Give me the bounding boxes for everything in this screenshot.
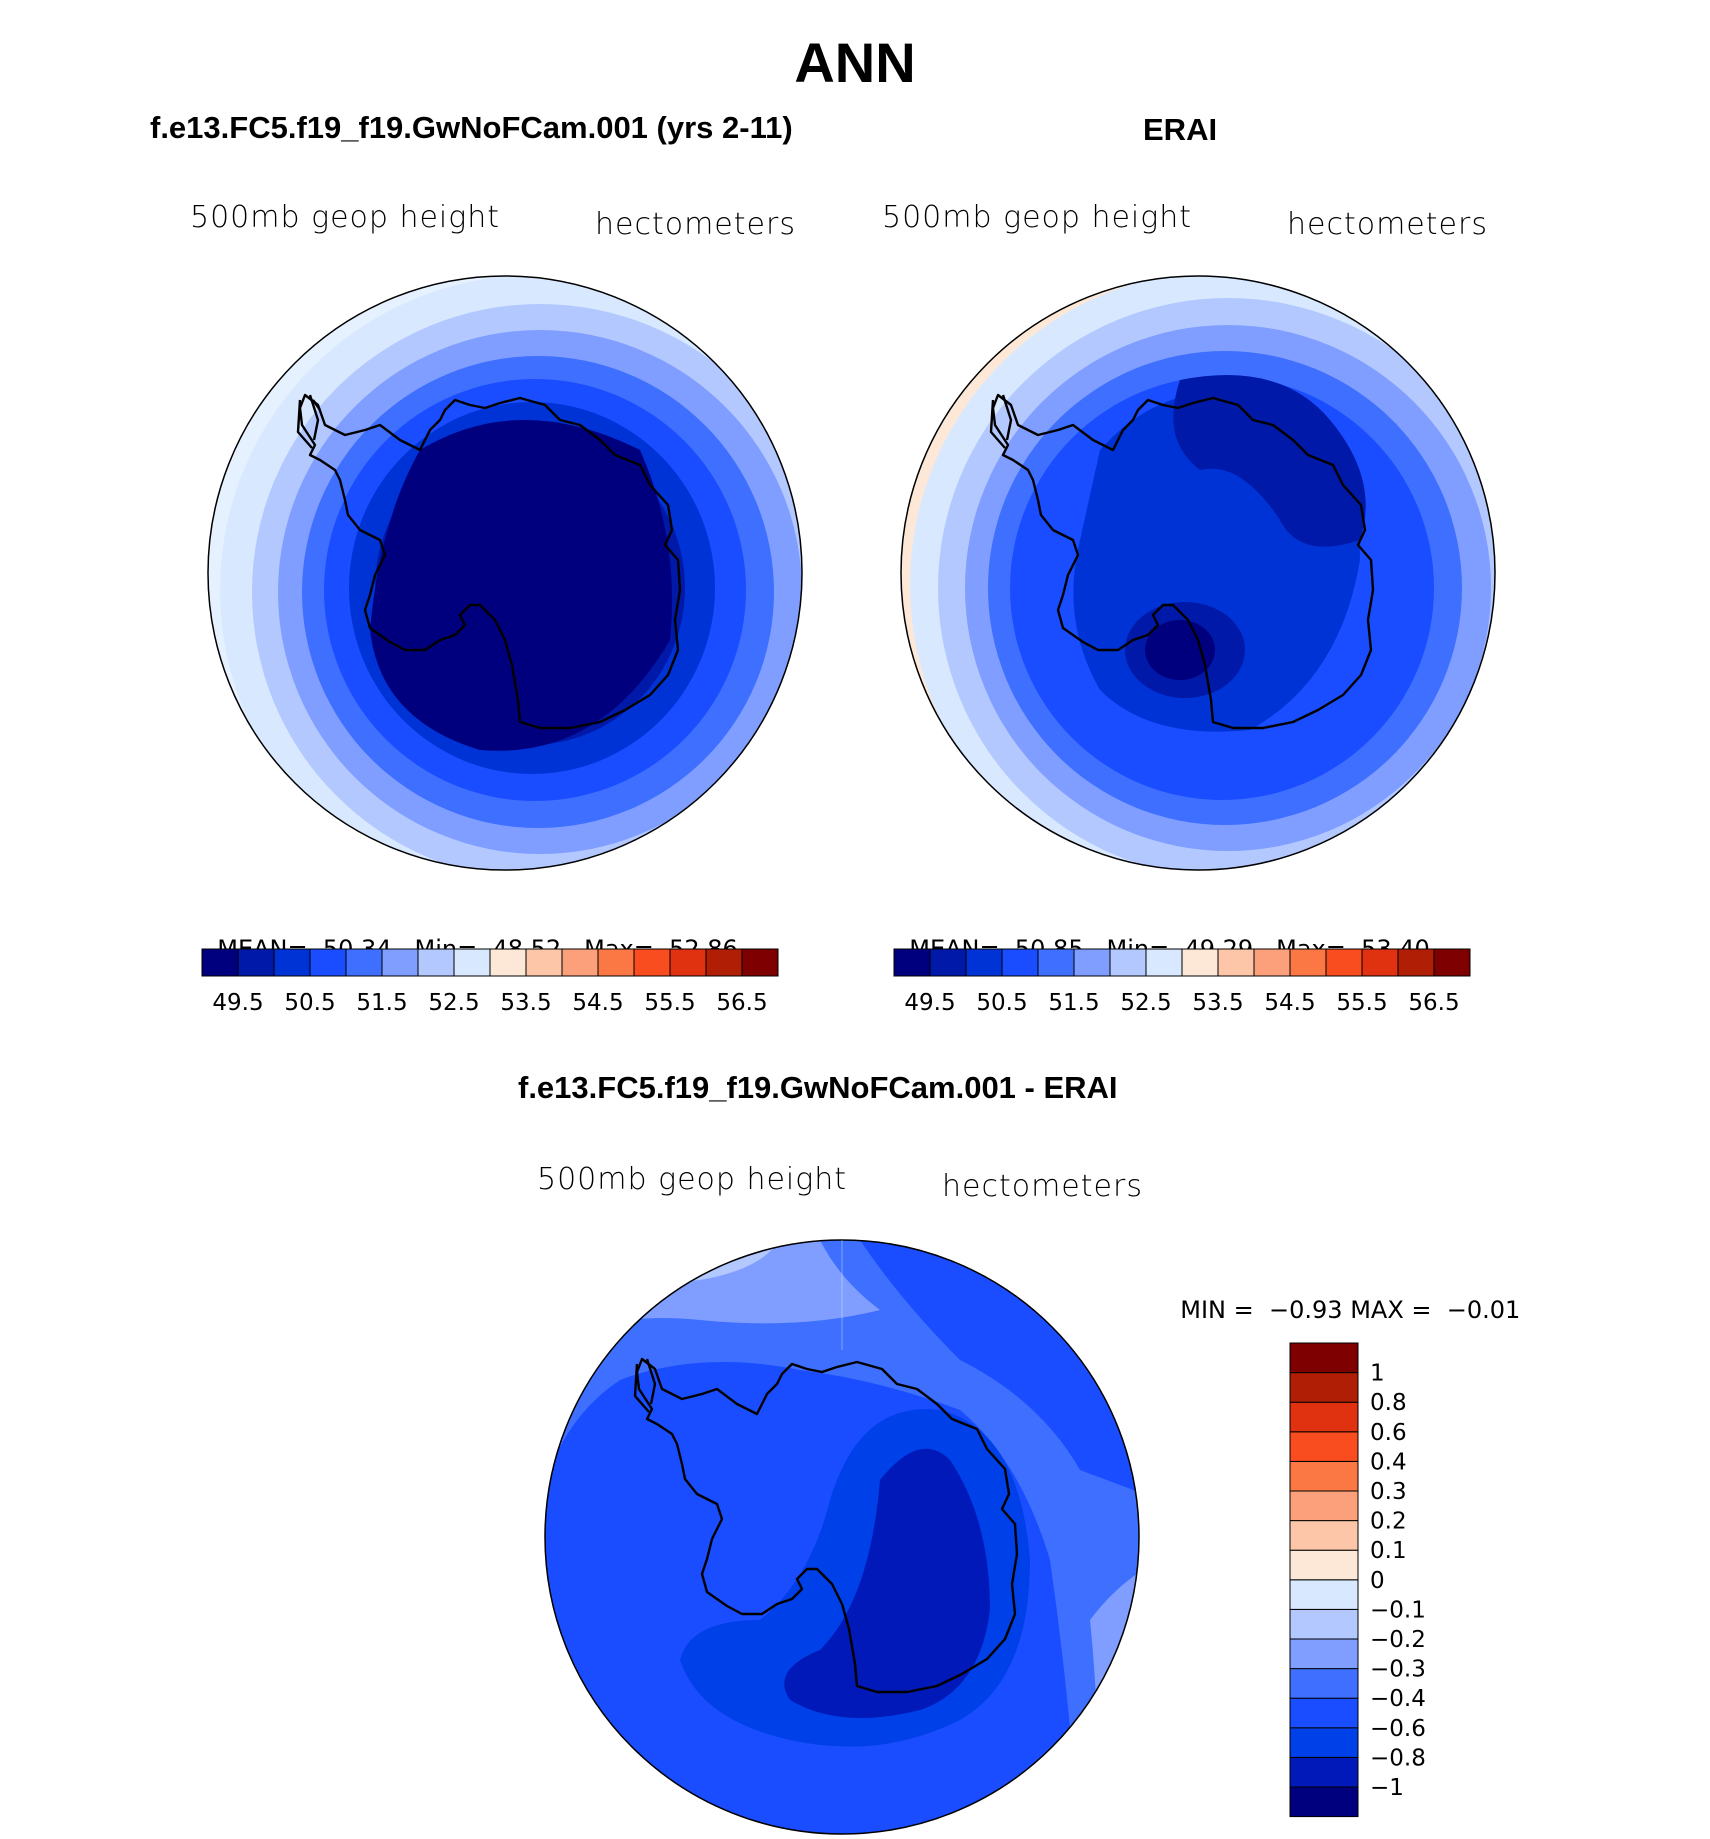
colorbar-obs: 49.5 50.5 51.5 52.5 53.5 54.5 55.5 56.5: [893, 948, 1471, 1016]
colorbar-obs-swatch-2: [965, 948, 1003, 977]
colorbar-model-tick-label: 49.5: [212, 990, 263, 1016]
colorbar-model-tick-label: 55.5: [644, 990, 695, 1016]
colorbar-obs-tick-label: 50.5: [976, 990, 1027, 1016]
colorbar-model-swatch-5: [381, 948, 419, 977]
colorbar-diff-tick-label: 0.3: [1370, 1479, 1407, 1505]
colorbar-model-swatch-2: [273, 948, 311, 977]
colorbar-diff-tick-label: 0: [1370, 1568, 1385, 1594]
colorbar-obs-swatch-6: [1109, 948, 1147, 977]
colorbar-diff-tick-label: 0.8: [1370, 1390, 1407, 1416]
colorbar-diff-swatch-1: [1289, 1756, 1359, 1788]
variable-label-diff: 500mb geop height: [537, 1162, 848, 1197]
colorbar-diff-tick-label: 0.2: [1370, 1509, 1407, 1535]
colorbar-model-swatch-3: [309, 948, 347, 977]
colorbar-diff-swatch-13: [1289, 1401, 1359, 1433]
colorbar-model-swatch-4: [345, 948, 383, 977]
colorbar-diff-swatch-5: [1289, 1638, 1359, 1670]
colorbar-diff-swatch-4: [1289, 1668, 1359, 1699]
colorbar-diff-swatch-0: [1289, 1786, 1359, 1818]
colorbar-obs-swatch-8: [1181, 948, 1219, 977]
colorbar-obs-tick-label: 51.5: [1048, 990, 1099, 1016]
colorbar-diff-tick-label: −0.6: [1370, 1716, 1426, 1742]
map-obs: [901, 276, 1495, 870]
colorbar-diff-tick-label: −0.1: [1370, 1597, 1426, 1623]
colorbar-model-swatch-12: [633, 948, 671, 977]
colorbar-diff-swatch-11: [1289, 1460, 1359, 1492]
colorbar-model-tick-label: 52.5: [428, 990, 479, 1016]
coastline-diff: [633, 1357, 1019, 1694]
colorbar-model-swatch-13: [669, 948, 707, 977]
variable-label-obs: 500mb geop height: [882, 200, 1193, 235]
units-label-obs: hectometers: [1287, 207, 1488, 242]
colorbar-diff-tick-label: −1: [1370, 1775, 1404, 1801]
colorbar-diff-swatch-3: [1289, 1697, 1359, 1729]
colorbar-model-tick-label: 51.5: [356, 990, 407, 1016]
colorbar-obs-swatch-14: [1397, 948, 1435, 977]
coastline-model: [296, 393, 682, 730]
colorbar-obs-tick-label: 55.5: [1336, 990, 1387, 1016]
panel-title-model: f.e13.FC5.f19_f19.GwNoFCam.001 (yrs 2-11…: [150, 110, 793, 145]
colorbar-model-swatch-14: [705, 948, 743, 977]
figure-title: ANN: [794, 31, 916, 94]
colorbar-model-swatch-7: [453, 948, 491, 977]
units-label-model: hectometers: [595, 207, 796, 242]
map-model: [208, 276, 802, 870]
colorbar-model-swatch-6: [417, 948, 455, 977]
stats-diff: MIN = −0.93 MAX = −0.01: [1180, 1296, 1521, 1324]
colorbar-diff-tick-label: −0.2: [1370, 1627, 1426, 1653]
colorbar-diff: −1 −0.8 −0.6 −0.4 −0.3 −0.2 −0.1 0 0.1 0.2 0.3 0.4 0…: [1289, 1342, 1426, 1818]
colorbar-diff-tick-label: 0.6: [1370, 1420, 1407, 1446]
colorbar-model-swatch-11: [597, 948, 635, 977]
colorbar-obs-swatch-13: [1361, 948, 1399, 977]
colorbar-diff-swatch-2: [1289, 1727, 1359, 1758]
colorbar-diff-swatch-15: [1289, 1342, 1359, 1374]
colorbar-diff-swatch-6: [1289, 1608, 1359, 1640]
colorbar-obs-tick-label: 49.5: [904, 990, 955, 1016]
colorbar-obs-swatch-7: [1145, 948, 1183, 977]
colorbar-diff-tick-label: −0.4: [1370, 1686, 1426, 1712]
colorbar-model-swatch-10: [561, 948, 599, 977]
colorbar-obs-swatch-1: [929, 948, 967, 977]
colorbar-diff-swatch-12: [1289, 1431, 1359, 1462]
colorbar-diff-tick-label: −0.3: [1370, 1657, 1426, 1683]
colorbar-obs-tick-label: 56.5: [1408, 990, 1459, 1016]
colorbar-diff-tick-label: 0.1: [1370, 1538, 1407, 1564]
colorbar-obs-swatch-11: [1289, 948, 1327, 977]
colorbar-obs-tick-label: 52.5: [1120, 990, 1171, 1016]
colorbar-obs-swatch-3: [1001, 948, 1039, 977]
panel-title-diff: f.e13.FC5.f19_f19.GwNoFCam.001 - ERAI: [518, 1070, 1118, 1105]
colorbar-model-swatch-15: [741, 948, 779, 977]
colorbar-diff-tick-label: 0.4: [1370, 1449, 1407, 1475]
colorbar-diff-swatch-8: [1289, 1549, 1359, 1581]
colorbar-model-swatch-9: [525, 948, 563, 977]
colorbar-obs-swatch-12: [1325, 948, 1363, 977]
colorbar-diff-tick-label: 1: [1370, 1361, 1385, 1387]
colorbar-obs-swatch-10: [1253, 948, 1291, 977]
colorbar-model: 49.5 50.5 51.5 52.5 53.5 54.5 55.5 56.5: [201, 948, 779, 1016]
colorbar-diff-swatch-9: [1289, 1520, 1359, 1551]
colorbar-diff-swatch-14: [1289, 1372, 1359, 1403]
colorbar-model-tick-label: 50.5: [284, 990, 335, 1016]
colorbar-obs-swatch-5: [1073, 948, 1111, 977]
colorbar-obs-tick-label: 53.5: [1192, 990, 1243, 1016]
colorbar-obs-swatch-4: [1037, 948, 1075, 977]
colorbar-obs-swatch-0: [893, 948, 931, 977]
colorbar-model-swatch-0: [201, 948, 239, 977]
colorbar-diff-tick-label: −0.8: [1370, 1745, 1426, 1771]
colorbar-model-tick-label: 53.5: [500, 990, 551, 1016]
colorbar-obs-swatch-9: [1217, 948, 1255, 977]
colorbar-obs-tick-label: 54.5: [1264, 990, 1315, 1016]
colorbar-model-tick-label: 54.5: [572, 990, 623, 1016]
coastline-obs: [989, 393, 1375, 730]
colorbar-model-swatch-8: [489, 948, 527, 977]
units-label-diff: hectometers: [942, 1169, 1143, 1204]
colorbar-diff-swatch-7: [1289, 1579, 1359, 1610]
colorbar-model-swatch-1: [237, 948, 275, 977]
colorbar-diff-swatch-10: [1289, 1490, 1359, 1522]
variable-label-model: 500mb geop height: [190, 200, 501, 235]
panel-title-obs: ERAI: [1143, 112, 1218, 147]
colorbar-model-tick-label: 56.5: [716, 990, 767, 1016]
colorbar-obs-swatch-15: [1433, 948, 1471, 977]
